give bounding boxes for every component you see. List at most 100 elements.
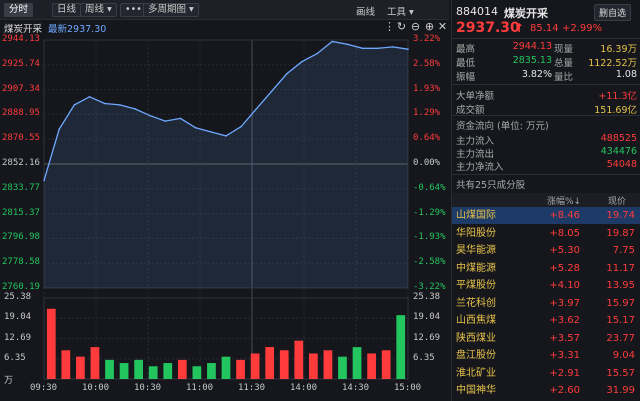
volume-bar — [119, 363, 129, 379]
draw-line-button[interactable]: 画线 — [356, 7, 376, 18]
intraday-chart[interactable]: 2944.13 2925.74 2907.34 2888.95 2870.55 2852.… — [0, 34, 449, 401]
volume-bar — [294, 340, 304, 379]
x-tick-label: 15:00 — [394, 383, 422, 393]
volume-bar — [192, 366, 202, 379]
table-row[interactable]: 盘江股份 +3.31 9.04 — [452, 347, 640, 364]
volume-tick-label: 12.69 — [413, 332, 441, 343]
stat-value: 16.39万 — [600, 44, 637, 55]
volume-tick-label: 6.35 — [4, 352, 26, 363]
stock-pct-cell: +3.62 — [549, 315, 580, 326]
stock-name-cell: 陕西煤业 — [456, 332, 496, 344]
volume-bar — [177, 359, 187, 379]
volume-bar — [236, 359, 245, 379]
volume-bar — [61, 350, 71, 379]
stat-value: 2944.13 — [512, 41, 552, 52]
chart-header: 煤炭开采 最新2937.30 ↻ ⊖ ⊕ ✕ — [0, 20, 449, 35]
chart-canvas — [43, 39, 409, 380]
y-pct-label: 1.93% — [413, 83, 441, 94]
y-pct-label: 1.29% — [413, 108, 441, 119]
price-change: 85.14 — [530, 23, 559, 34]
volume-bar — [90, 347, 100, 379]
table-row[interactable]: 山西焦煤 +3.62 15.17 — [452, 312, 640, 329]
table-row[interactable]: 山煤国际 +8.46 19.74 — [452, 207, 640, 224]
tab-daily[interactable]: 日线 — [52, 3, 82, 17]
volume-bar — [265, 347, 275, 379]
stock-name-cell: 中国神华 — [456, 385, 496, 396]
tab-intraday[interactable]: 分时 — [4, 3, 34, 17]
tab-weekly[interactable]: 周线 ▾ — [80, 3, 117, 17]
volume-bar — [323, 350, 333, 379]
stock-pct-cell: +2.91 — [549, 367, 580, 379]
volume-bar — [352, 347, 362, 379]
close-icon[interactable]: ✕ — [437, 20, 448, 33]
turnover-value: 151.69亿 — [594, 105, 637, 116]
components-title: 共有25只成分股 — [456, 180, 526, 191]
stock-price-cell: 15.97 — [606, 297, 635, 309]
stat-label: 最低 — [456, 58, 476, 69]
chart-toolbar: 分时 日线 周线 ▾ ••• 多周期图 ▾ 画线 工具 ▾ ⋮ — [0, 0, 449, 33]
y-pct-label: -1.93% — [413, 232, 446, 243]
y-pct-label: -2.58% — [413, 257, 446, 268]
fund-flow-row: 主力流入 488525 — [452, 133, 640, 147]
table-row[interactable]: 兰花科创 +3.97 15.97 — [452, 295, 640, 312]
stock-price-cell: 19.74 — [606, 210, 635, 221]
x-tick-label: 10:00 — [82, 383, 110, 393]
table-row[interactable]: 昊华能源 +5.30 7.75 — [452, 242, 640, 259]
drag-handle-icon[interactable]: ⋮ — [384, 20, 395, 33]
volume-tick-label: 万 — [4, 376, 14, 386]
stock-pct-cell: +4.10 — [549, 280, 580, 291]
stock-pct-cell: +8.46 — [549, 210, 580, 221]
multi-period-label: 多周期图 — [148, 4, 187, 15]
chevron-down-icon: ▾ — [107, 4, 112, 15]
zoom-in-icon[interactable]: ⊕ — [424, 20, 435, 33]
volume-bars — [46, 308, 406, 379]
volume-bar — [279, 350, 289, 379]
tools-menu[interactable]: 工具 ▾ — [387, 4, 414, 18]
remove-favorite-button[interactable]: 删自选 — [594, 4, 632, 21]
fund-flow-label: 主力净流入 — [456, 162, 504, 173]
y-pct-label: -1.29% — [413, 207, 446, 218]
stat-value: 3.82% — [521, 69, 552, 80]
stock-name-cell: 山西焦煤 — [456, 315, 496, 326]
price-change-pct: +2.99% — [562, 23, 603, 34]
volume-bar — [76, 356, 85, 379]
table-row[interactable]: 陕西煤业 +3.57 23.77 — [452, 330, 640, 347]
table-row[interactable]: 中国神华 +2.60 31.99 — [452, 382, 640, 399]
pct-col-header[interactable]: 涨幅%↓ — [547, 197, 582, 207]
stat-label: 现量 — [554, 44, 574, 55]
volume-tick-label: 6.35 — [413, 352, 435, 363]
stat-row: 最高 2944.13 现量 16.39万 — [452, 41, 640, 55]
stat-label: 总量 — [554, 58, 574, 69]
y-tick-label: 2944.13 — [2, 34, 40, 44]
multi-period-button[interactable]: 多周期图 ▾ — [143, 3, 199, 17]
price-col-header[interactable]: 现价 — [608, 197, 627, 207]
volume-bar — [308, 353, 318, 379]
zoom-out-icon[interactable]: ⊖ — [410, 20, 421, 33]
y-pct-label: 2.58% — [413, 58, 441, 69]
y-pct-label: 0.00% — [413, 158, 441, 168]
stock-pct-cell: +3.97 — [549, 297, 580, 309]
stat-label: 量比 — [554, 72, 574, 83]
chart-title: 煤炭开采 — [4, 24, 43, 35]
table-row[interactable]: 淮北矿业 +2.91 15.57 — [452, 365, 640, 382]
stock-price-cell: 15.57 — [606, 367, 635, 379]
table-row[interactable]: 华阳股份 +8.05 19.87 — [452, 225, 640, 242]
table-row[interactable]: 中煤能源 +5.28 11.17 — [452, 260, 640, 277]
y-tick-label: 2870.55 — [2, 133, 40, 144]
stock-price-cell: 7.75 — [612, 245, 635, 256]
stock-price-cell: 23.77 — [606, 332, 635, 344]
stock-pct-cell: +3.57 — [549, 332, 580, 344]
y-pct-label: -3.22% — [413, 282, 446, 292]
stock-pct-cell: +2.60 — [549, 385, 580, 396]
x-tick-label: 10:30 — [134, 383, 162, 393]
y-tick-label: 2833.77 — [2, 182, 40, 193]
stock-pct-cell: +8.05 — [549, 227, 580, 239]
y-pct-label: 3.22% — [413, 34, 441, 44]
volume-bar — [396, 315, 406, 379]
volume-tick-label: 25.38 — [413, 292, 441, 302]
refresh-icon[interactable]: ↻ — [396, 20, 407, 33]
y-tick-label: 2796.98 — [2, 232, 40, 243]
table-row[interactable]: 平煤股份 +4.10 13.95 — [452, 277, 640, 294]
x-tick-label: 09:30 — [30, 383, 58, 393]
volume-tick-label: 12.69 — [4, 332, 32, 343]
